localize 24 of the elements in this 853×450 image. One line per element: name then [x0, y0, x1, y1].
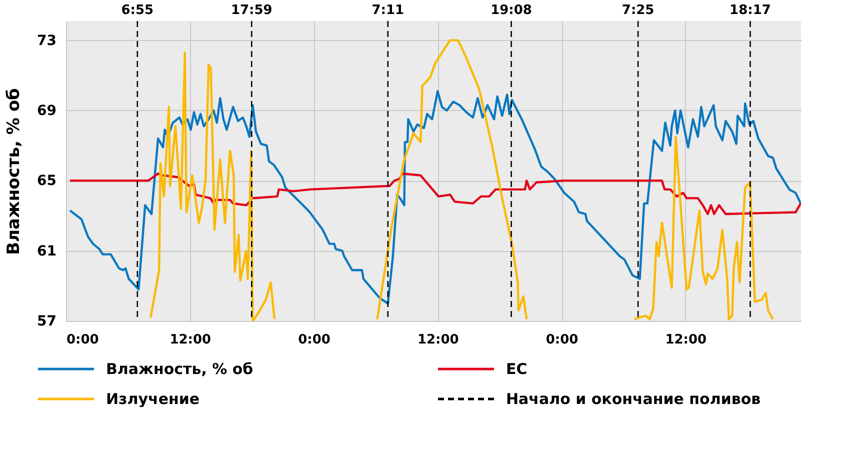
ref-line-label: 7:25	[622, 3, 654, 18]
y-tick-label: 73	[37, 32, 56, 49]
legend-label: Влажность, % об	[106, 360, 254, 378]
y-tick-label: 69	[37, 102, 56, 119]
ref-line-label: 18:17	[730, 3, 771, 18]
x-tick-label: 12:00	[170, 332, 212, 348]
legend-label: Излучение	[106, 390, 200, 408]
line-series	[68, 90, 801, 305]
text: Начало и окончание поливов	[506, 390, 761, 408]
x-tick-label: 0:00	[298, 332, 330, 348]
x-tick-label: 12:00	[665, 332, 707, 348]
line-series	[68, 172, 801, 216]
x-tick-label: 0:00	[66, 332, 99, 348]
y-axis-title: Влажность, % об	[4, 88, 24, 255]
y-tick-label: 65	[37, 173, 56, 190]
legend-label: EC	[506, 360, 528, 378]
x-tick-label: 0:00	[546, 332, 578, 348]
ref-line-label: 7:11	[372, 3, 404, 18]
ref-line-label: 17:59	[230, 3, 272, 18]
ref-line-label: 19:08	[490, 3, 532, 18]
y-tick-label: 57	[37, 314, 56, 330]
ref-line-label: 6:55	[121, 3, 154, 18]
x-tick-label: 12:00	[417, 332, 459, 348]
y-tick-label: 61	[37, 243, 56, 260]
